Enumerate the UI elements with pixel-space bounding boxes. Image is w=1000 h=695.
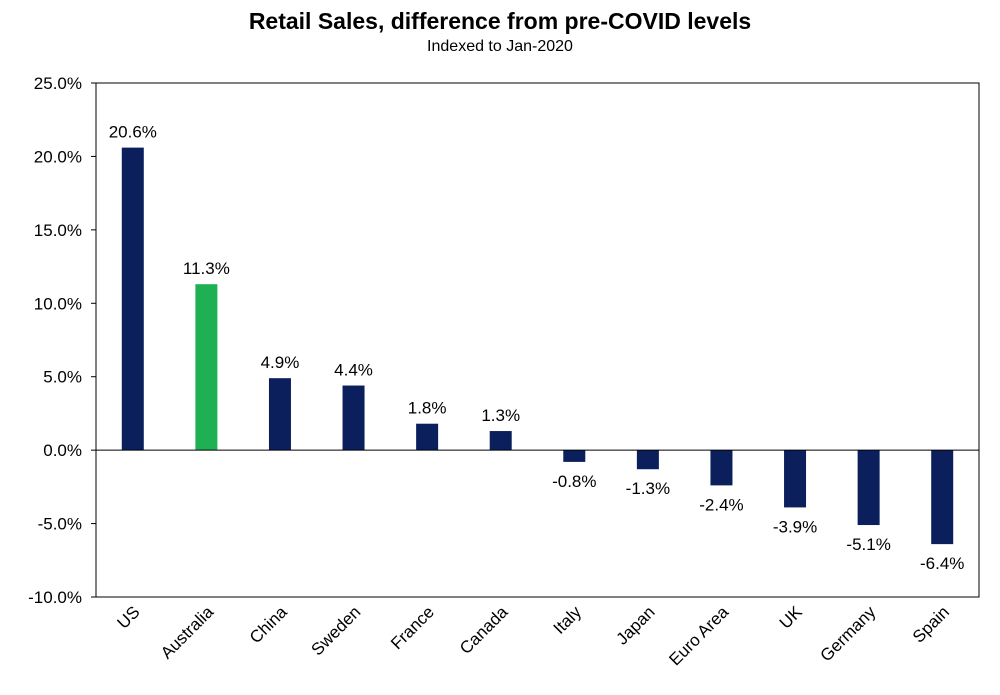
bar-china bbox=[268, 378, 291, 451]
data-label: -0.8% bbox=[552, 472, 596, 491]
data-label: 11.3% bbox=[183, 259, 230, 278]
y-tick-label: 10.0% bbox=[34, 294, 82, 313]
x-tick-label: China bbox=[246, 602, 291, 647]
x-tick-label: Italy bbox=[550, 602, 586, 638]
x-tick-label: Sweden bbox=[307, 602, 364, 659]
bar-us bbox=[121, 147, 144, 451]
x-tick-label: France bbox=[387, 602, 438, 653]
data-label: -3.9% bbox=[773, 517, 817, 536]
x-tick-label: Japan bbox=[613, 602, 659, 648]
data-label: 1.3% bbox=[481, 406, 520, 425]
bar-france bbox=[416, 423, 439, 451]
x-tick-label: Euro Area bbox=[665, 602, 732, 669]
x-tick-label: Australia bbox=[157, 602, 218, 663]
chart-title: Retail Sales, difference from pre-COVID … bbox=[248, 8, 752, 34]
data-label: -2.4% bbox=[699, 495, 743, 514]
y-tick-label: 15.0% bbox=[34, 221, 82, 240]
data-label: 4.9% bbox=[261, 353, 300, 372]
data-label: 1.8% bbox=[408, 399, 447, 418]
x-tick-label: Germany bbox=[817, 602, 880, 665]
bar-uk bbox=[784, 450, 807, 508]
bar-japan bbox=[636, 450, 659, 470]
bar-italy bbox=[563, 450, 586, 462]
x-tick-label: Canada bbox=[456, 602, 512, 658]
y-tick-label: 0.0% bbox=[43, 441, 82, 460]
bar-australia bbox=[195, 284, 218, 451]
y-tick-label: -10.0% bbox=[28, 588, 82, 607]
data-label: -6.4% bbox=[920, 554, 964, 573]
data-label: -1.3% bbox=[626, 479, 670, 498]
x-tick-label: Spain bbox=[909, 602, 953, 646]
bar-canada bbox=[489, 431, 512, 451]
data-label: 4.4% bbox=[334, 361, 373, 380]
bar-germany bbox=[857, 450, 880, 526]
data-label: -5.1% bbox=[846, 535, 890, 554]
y-tick-label: 25.0% bbox=[34, 74, 82, 93]
chart-subtitle: Indexed to Jan-2020 bbox=[427, 38, 573, 55]
bar-sweden bbox=[342, 385, 365, 451]
y-tick-label: -5.0% bbox=[38, 515, 82, 534]
bar-spain bbox=[931, 450, 954, 545]
y-tick-label: 20.0% bbox=[34, 147, 82, 166]
x-tick-label: UK bbox=[776, 602, 807, 633]
bar-euro-area bbox=[710, 450, 733, 486]
data-label: 20.6% bbox=[109, 123, 157, 142]
plot-area-frame bbox=[95, 82, 980, 598]
y-tick-label: 5.0% bbox=[43, 368, 82, 387]
x-tick-label: US bbox=[113, 602, 143, 632]
